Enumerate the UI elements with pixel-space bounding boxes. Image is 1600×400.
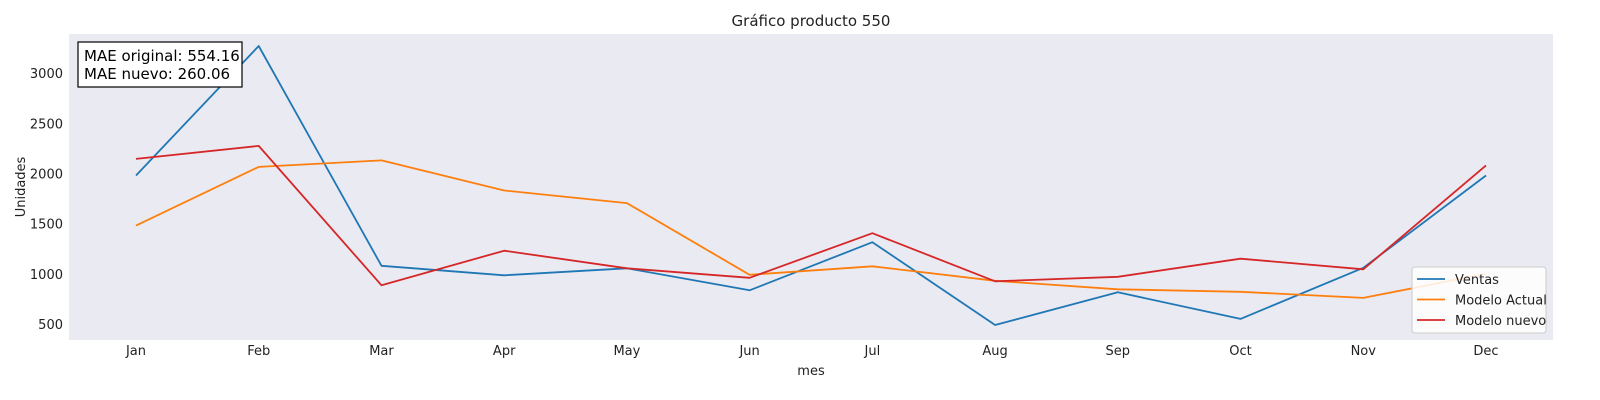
x-tick-label: Mar [369,344,394,359]
x-tick-label: Jan [125,344,146,359]
legend-label: Modelo nuevo [1455,314,1546,329]
series-line [135,144,1487,287]
x-tick-label: Apr [493,344,516,359]
x-axis-ticks: Jan Feb Mar Apr May Jun Jul Aug Sep Oct Nov Dec [125,344,1499,359]
series-line [135,159,1487,299]
chart-title: Gráfico producto 550 [732,12,891,30]
y-axis-label: Unidades [14,156,29,217]
x-tick-label: Jun [738,344,759,359]
x-axis-label: mes [797,364,825,379]
x-tick-label: Jul [864,344,881,359]
annotation-frame [77,41,243,88]
x-tick-label: Dec [1473,344,1498,359]
y-tick-label: 1000 [30,268,63,283]
y-tick-label: 3000 [30,67,63,82]
legend: Ventas Modelo Actual Modelo nuevo [1411,266,1547,334]
x-tick-label: May [613,344,640,359]
annotation-mae-original: MAE original: 554.16 [84,47,240,65]
legend-frame [1411,266,1547,334]
x-tick-label: Sep [1106,344,1131,359]
series-line [135,45,1487,326]
annotation-mae-nuevo: MAE nuevo: 260.06 [84,65,230,83]
legend-label: Modelo Actual [1455,294,1547,309]
y-tick-label: 2500 [30,117,63,132]
mae-annotation-box: MAE original: 554.16 MAE nuevo: 260.06 [77,41,243,88]
x-tick-label: Oct [1229,344,1251,359]
series-lines [135,45,1487,326]
legend-label: Ventas [1455,273,1499,288]
y-tick-label: 2000 [30,167,63,182]
plot-area [69,34,1553,340]
y-tick-label: 500 [38,318,63,333]
x-tick-label: Feb [247,344,270,359]
y-tick-label: 1500 [30,218,63,233]
x-tick-label: Nov [1351,344,1377,359]
y-axis-ticks: 500 1000 1500 2000 2500 3000 [30,67,63,333]
x-tick-label: Aug [982,344,1007,359]
